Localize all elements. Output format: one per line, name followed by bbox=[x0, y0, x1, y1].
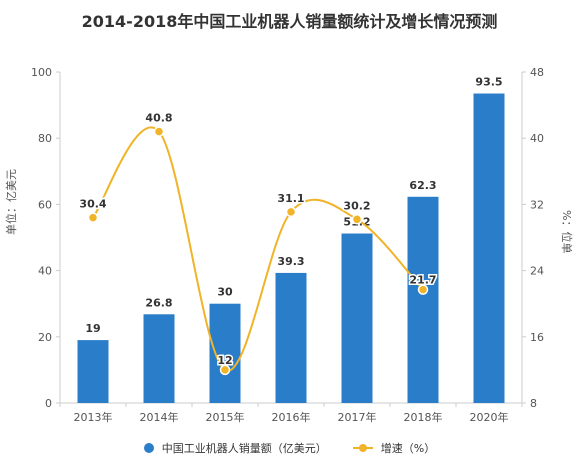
legend-line-label: 增速（%） bbox=[380, 442, 436, 455]
x-tick-label: 2015年 bbox=[206, 410, 245, 424]
bar bbox=[275, 272, 307, 403]
x-tick-label: 2017年 bbox=[338, 410, 377, 424]
y-right-tick-label: 24 bbox=[530, 265, 544, 278]
legend-line-swatch bbox=[352, 443, 373, 453]
y-left-tick-label: 100 bbox=[31, 66, 52, 79]
x-tick-label: 2018年 bbox=[404, 410, 443, 424]
growth-point bbox=[153, 126, 165, 137]
growth-data-label: 21.7 bbox=[409, 274, 436, 287]
growth-data-label: 12 bbox=[217, 354, 232, 367]
bar-data-label: 30 bbox=[217, 286, 233, 299]
y-left-tick-label: 0 bbox=[45, 397, 52, 410]
bar bbox=[407, 196, 439, 403]
growth-point bbox=[219, 364, 231, 376]
growth-data-label: 30.4 bbox=[79, 198, 106, 211]
legend-line-dot bbox=[358, 444, 367, 452]
legend-item-bar: 中国工业机器人销量额（亿美元） bbox=[143, 440, 327, 456]
legend-bar-label: 中国工业机器人销量额（亿美元） bbox=[161, 442, 327, 455]
y-right-tick-label: 16 bbox=[530, 331, 544, 344]
bar-data-label: 62.3 bbox=[409, 179, 436, 192]
bar-data-label: 93.5 bbox=[475, 76, 502, 89]
bar bbox=[143, 314, 175, 403]
bar-data-label: 39.3 bbox=[277, 255, 304, 268]
growth-point bbox=[285, 206, 297, 218]
y-left-tick-label: 60 bbox=[38, 198, 52, 211]
growth-data-label: 40.8 bbox=[145, 112, 172, 125]
x-tick-label: 2016年 bbox=[272, 410, 311, 424]
y-right-tick-label: 8 bbox=[530, 397, 537, 410]
y-right-axis-label: %：位单 bbox=[560, 210, 573, 254]
bar-data-label: 19 bbox=[85, 322, 100, 335]
growth-line bbox=[92, 126, 424, 372]
legend-bar-swatch bbox=[143, 443, 154, 453]
x-tick-label: 2020年 bbox=[470, 410, 509, 424]
growth-point bbox=[417, 284, 429, 295]
x-tick-label: 2013年 bbox=[74, 410, 113, 424]
legend-item-line: 增速（%） bbox=[352, 440, 436, 456]
growth-data-label: 30.2 bbox=[343, 199, 370, 212]
y-left-tick-label: 80 bbox=[38, 132, 52, 145]
growth-point bbox=[351, 214, 363, 225]
y-left-axis-label: 单位：亿美元 bbox=[5, 169, 18, 235]
growth-point bbox=[87, 212, 99, 223]
y-left-tick-label: 20 bbox=[38, 331, 52, 344]
chart-title: 2014-2018年中国工业机器人销量额统计及增长情况预测 bbox=[81, 12, 498, 31]
x-tick-label: 2014年 bbox=[140, 410, 179, 424]
growth-data-label: 31.1 bbox=[277, 192, 304, 205]
bar bbox=[473, 93, 505, 403]
y-right-tick-label: 48 bbox=[530, 66, 544, 79]
y-right-tick-label: 32 bbox=[530, 198, 544, 211]
y-right-tick-label: 40 bbox=[530, 132, 544, 145]
bar bbox=[341, 233, 373, 403]
y-left-tick-label: 40 bbox=[38, 265, 52, 278]
bar bbox=[77, 340, 109, 403]
legend: 中国工业机器人销量额（亿美元） 增速（%） bbox=[0, 440, 579, 456]
bar-data-label: 26.8 bbox=[145, 296, 172, 309]
